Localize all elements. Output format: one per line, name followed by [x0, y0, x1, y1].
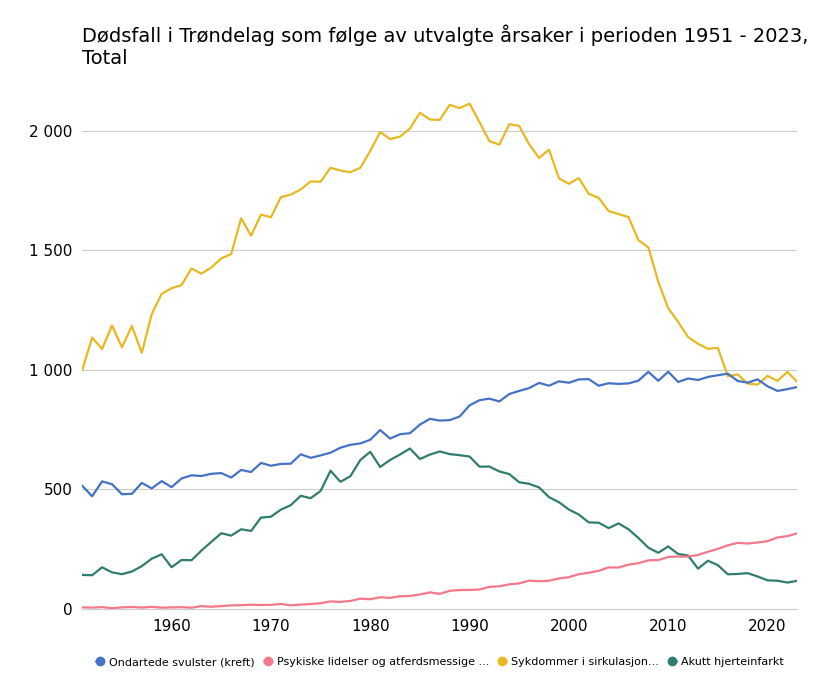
Psykiske lidelser og atferdsmessige ...	[445, 587, 455, 595]
Ondartede svulster (kreft)	[326, 448, 335, 457]
Sykdommer i sirkulasjon...	[732, 370, 742, 379]
Psykiske lidelser og atferdsmessige ...	[107, 604, 117, 612]
Akutt hjerteinfarkt	[703, 556, 713, 565]
Sykdommer i sirkulasjon...	[464, 100, 474, 108]
Psykiske lidelser og atferdsmessige ...	[77, 603, 87, 612]
Psykiske lidelser og atferdsmessige ...	[732, 538, 742, 547]
Ondartede svulster (kreft)	[693, 376, 703, 384]
Sykdommer i sirkulasjon...	[703, 345, 713, 353]
Ondartede svulster (kreft)	[445, 416, 455, 424]
Akutt hjerteinfarkt	[77, 571, 87, 579]
Line: Sykdommer i sirkulasjon...: Sykdommer i sirkulasjon...	[82, 104, 797, 385]
Psykiske lidelser og atferdsmessige ...	[326, 597, 335, 606]
Akutt hjerteinfarkt	[316, 486, 326, 495]
Ondartede svulster (kreft)	[663, 367, 673, 376]
Sykdommer i sirkulasjon...	[316, 178, 326, 186]
Ondartede svulster (kreft)	[77, 482, 87, 490]
Akutt hjerteinfarkt	[445, 450, 455, 458]
Psykiske lidelser og atferdsmessige ...	[703, 547, 713, 556]
Sykdommer i sirkulasjon...	[683, 333, 693, 341]
Ondartede svulster (kreft)	[743, 379, 753, 387]
Psykiske lidelser og atferdsmessige ...	[792, 529, 802, 538]
Sykdommer i sirkulasjon...	[77, 366, 87, 374]
Psykiske lidelser og atferdsmessige ...	[246, 601, 256, 609]
Akutt hjerteinfarkt	[405, 444, 415, 453]
Akutt hjerteinfarkt	[783, 579, 792, 587]
Line: Akutt hjerteinfarkt: Akutt hjerteinfarkt	[82, 448, 797, 583]
Ondartede svulster (kreft)	[792, 383, 802, 391]
Akutt hjerteinfarkt	[236, 525, 246, 534]
Line: Ondartede svulster (kreft): Ondartede svulster (kreft)	[82, 372, 797, 496]
Sykdommer i sirkulasjon...	[236, 214, 246, 222]
Sykdommer i sirkulasjon...	[792, 378, 802, 386]
Ondartede svulster (kreft)	[87, 492, 97, 500]
Ondartede svulster (kreft)	[713, 371, 723, 379]
Text: Dødsfall i Trøndelag som følge av utvalgte årsaker i perioden 1951 - 2023,
Total: Dødsfall i Trøndelag som følge av utvalg…	[82, 24, 809, 68]
Sykdommer i sirkulasjon...	[435, 116, 445, 124]
Akutt hjerteinfarkt	[792, 576, 802, 585]
Legend: Ondartede svulster (kreft), Psykiske lidelser og atferdsmessige ..., Sykdommer i: Ondartede svulster (kreft), Psykiske lid…	[91, 653, 788, 672]
Akutt hjerteinfarkt	[683, 552, 693, 560]
Psykiske lidelser og atferdsmessige ...	[683, 552, 693, 561]
Line: Psykiske lidelser og atferdsmessige ...: Psykiske lidelser og atferdsmessige ...	[82, 534, 797, 608]
Akutt hjerteinfarkt	[732, 570, 742, 578]
Ondartede svulster (kreft)	[246, 468, 256, 476]
Sykdommer i sirkulasjon...	[753, 381, 763, 389]
